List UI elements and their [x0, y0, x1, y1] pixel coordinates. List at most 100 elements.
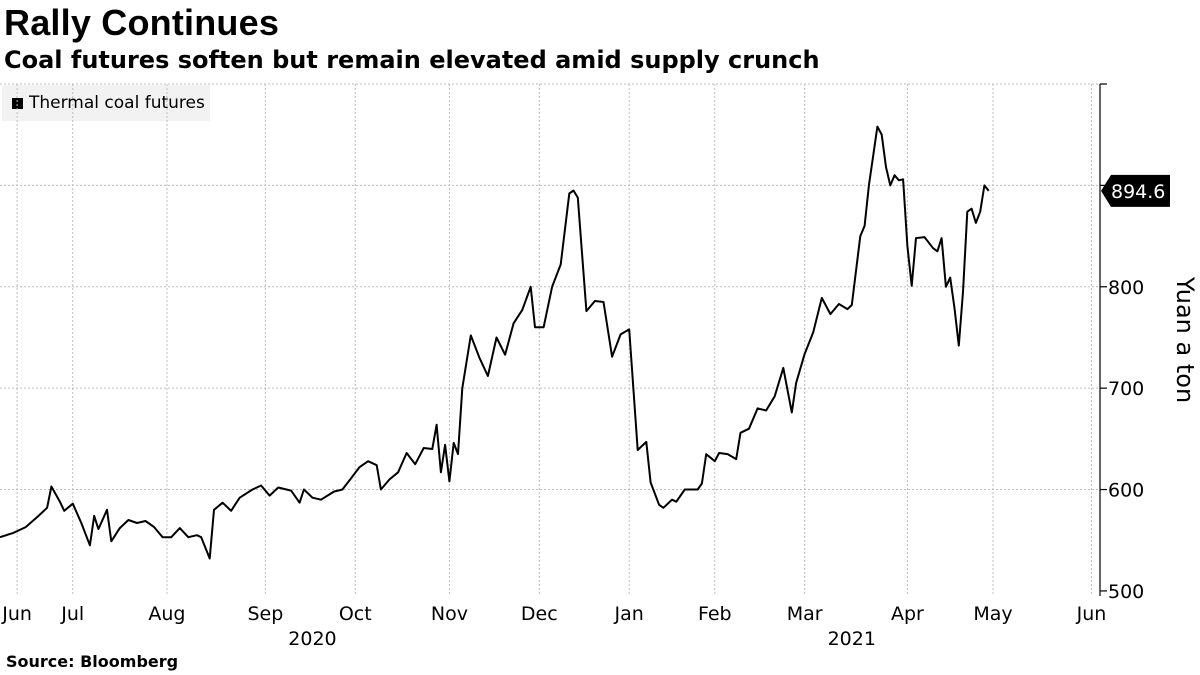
- data-point: [740, 432, 742, 434]
- data-point: [765, 410, 767, 412]
- data-point: [757, 407, 759, 409]
- data-point: [735, 458, 737, 460]
- data-point: [876, 126, 878, 128]
- data-point: [594, 300, 596, 302]
- data-point: [162, 536, 164, 538]
- data-point: [440, 471, 442, 473]
- data-point: [222, 502, 224, 504]
- data-point: [119, 527, 121, 529]
- data-point: [200, 536, 202, 538]
- data-point: [851, 304, 853, 306]
- x-tick-label-nov: Nov: [431, 603, 468, 625]
- x-tick-label-oct: Oct: [339, 603, 372, 625]
- data-point: [774, 395, 776, 397]
- data-point: [573, 190, 575, 192]
- data-point: [924, 236, 926, 238]
- data-point: [714, 460, 716, 462]
- data-point: [650, 481, 652, 483]
- x-tick-label-mar: Mar: [787, 603, 823, 625]
- data-point: [431, 448, 433, 450]
- year-label-2021: 2021: [828, 628, 876, 650]
- data-point: [804, 353, 806, 355]
- data-point: [80, 522, 82, 524]
- last-value-flag-shape: [1101, 174, 1170, 207]
- data-point: [543, 326, 545, 328]
- data-point: [637, 449, 639, 451]
- data-point: [269, 495, 271, 497]
- data-point: [341, 489, 343, 491]
- data-point: [513, 322, 515, 324]
- data-point: [444, 444, 446, 446]
- data-point: [945, 286, 947, 288]
- data-point: [782, 367, 784, 369]
- data-point: [153, 526, 155, 528]
- data-point: [187, 536, 189, 538]
- data-point: [50, 486, 52, 488]
- data-point: [453, 442, 455, 444]
- data-point: [423, 447, 425, 449]
- data-point: [585, 310, 587, 312]
- data-point: [196, 534, 198, 536]
- data-point: [72, 503, 74, 505]
- y-axis-label: Yuan a ton: [1171, 276, 1199, 403]
- x-tick-label-jun: Jun: [1076, 603, 1107, 625]
- data-point: [89, 544, 91, 546]
- data-point: [530, 286, 532, 288]
- data-point: [63, 510, 65, 512]
- y-tick-label-800: 800: [1108, 277, 1144, 299]
- last-value-label: 894.6: [1111, 181, 1165, 203]
- data-point: [534, 326, 536, 328]
- data-point: [551, 286, 553, 288]
- data-point: [312, 497, 314, 499]
- y-tick-label-500: 500: [1108, 581, 1144, 603]
- data-point: [936, 250, 938, 252]
- legend-swatch: [12, 97, 23, 109]
- data-point: [496, 337, 498, 339]
- data-point: [487, 375, 489, 377]
- data-point: [645, 441, 647, 443]
- data-point: [932, 247, 934, 249]
- data-point: [906, 245, 908, 247]
- data-point: [821, 297, 823, 299]
- x-tick-label-jun: Jun: [1, 603, 32, 625]
- data-point: [303, 489, 305, 491]
- data-point: [885, 166, 887, 168]
- data-point: [727, 453, 729, 455]
- data-point: [568, 193, 570, 195]
- data-point: [658, 504, 660, 506]
- data-point: [136, 522, 138, 524]
- data-point: [864, 225, 866, 227]
- data-point: [478, 357, 480, 359]
- data-point: [628, 328, 630, 330]
- data-point: [350, 477, 352, 479]
- data-point: [791, 412, 793, 414]
- data-point: [436, 424, 438, 426]
- x-tick-label-sep: Sep: [247, 603, 283, 625]
- y-tick-label-700: 700: [1108, 378, 1144, 400]
- data-point: [675, 501, 677, 503]
- data-point: [97, 528, 99, 530]
- data-point: [521, 309, 523, 311]
- data-point: [705, 453, 707, 455]
- data-point: [106, 509, 108, 511]
- data-point: [684, 489, 686, 491]
- data-point: [954, 307, 956, 309]
- data-point: [671, 499, 673, 501]
- data-point: [949, 277, 951, 279]
- series-line-thermal-coal: [0, 125, 990, 560]
- data-point: [966, 211, 968, 213]
- data-point: [359, 466, 361, 468]
- chart-title: Rally Continues: [4, 2, 280, 43]
- data-point: [38, 515, 40, 517]
- y-tick-label-600: 600: [1108, 480, 1144, 502]
- data-point: [367, 460, 369, 462]
- data-point: [795, 382, 797, 384]
- data-point: [941, 237, 943, 239]
- axes: [1099, 83, 1107, 596]
- data-point: [397, 471, 399, 473]
- series-layer: [0, 125, 990, 560]
- data-point: [701, 483, 703, 485]
- data-point: [979, 211, 981, 213]
- x-tick-label-dec: Dec: [521, 603, 558, 625]
- data-point: [127, 519, 129, 521]
